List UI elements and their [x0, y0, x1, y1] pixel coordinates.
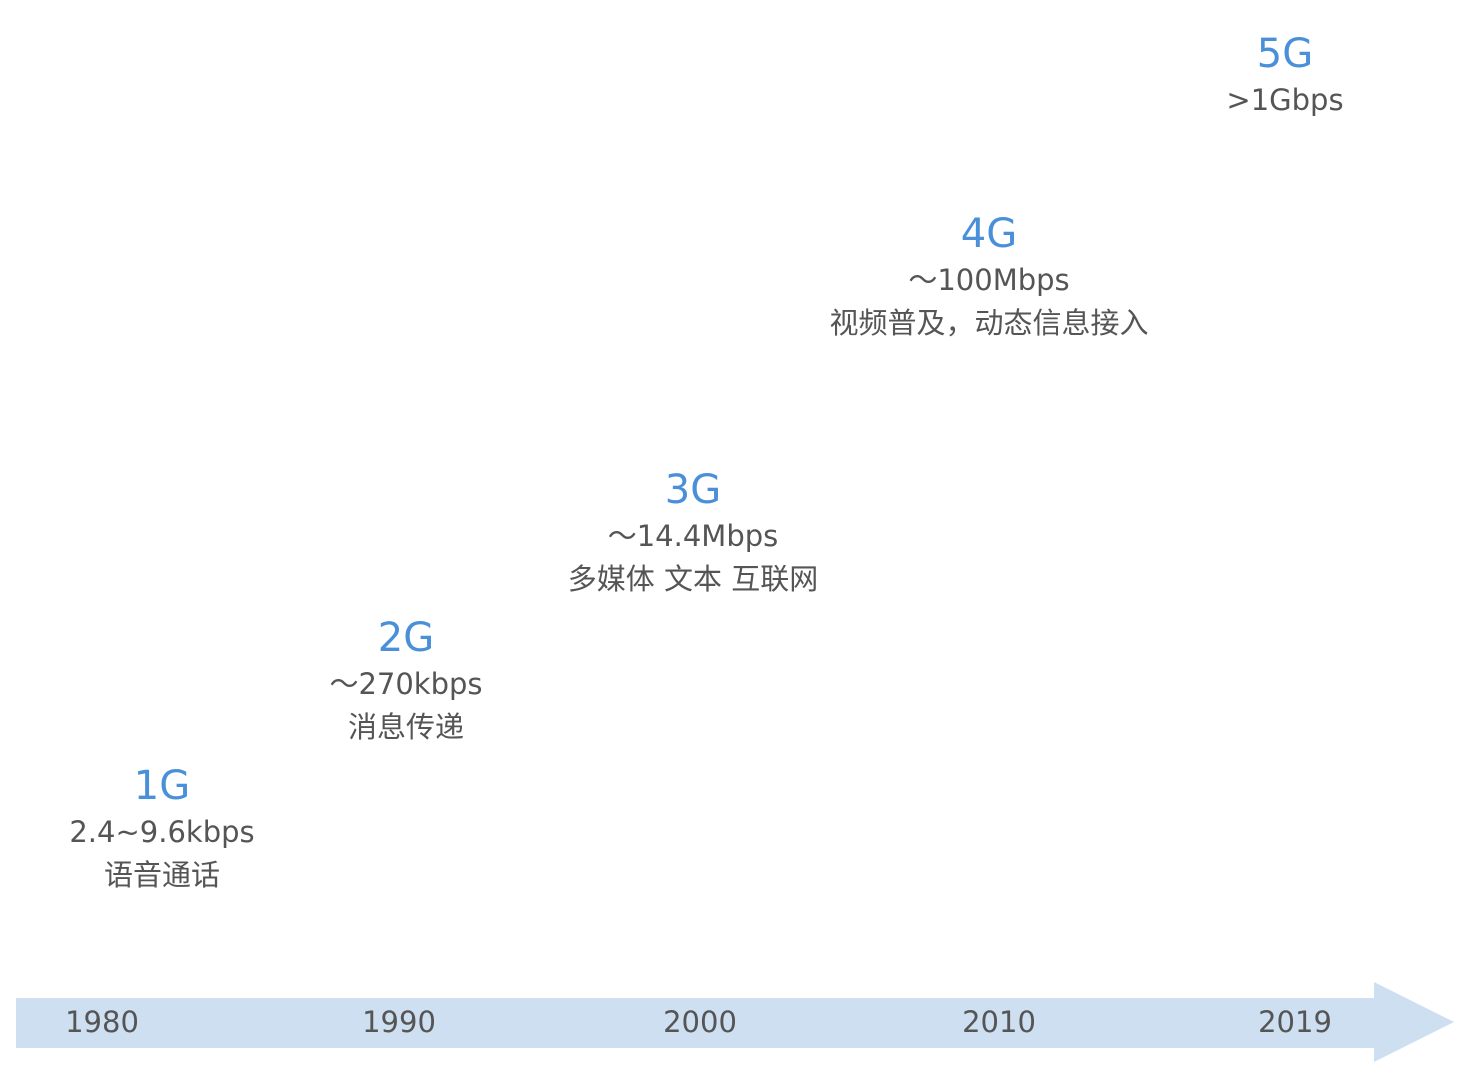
timeline-year-2000: 2000 — [663, 1005, 737, 1039]
timeline-year-1990: 1990 — [362, 1005, 436, 1039]
generation-3g: 3G ～14.4Mbps 多媒体 文本 互联网 — [493, 464, 893, 602]
timeline: 1980 1990 2000 2010 2019 — [16, 982, 1456, 1062]
timeline-year-2019: 2019 — [1258, 1005, 1332, 1039]
generation-use: 多媒体 文本 互联网 — [567, 562, 819, 596]
generation-name: 4G — [960, 211, 1018, 257]
generation-speed: ～270kbps — [329, 667, 483, 701]
generation-name: 1G — [133, 763, 191, 809]
generation-name: 5G — [1256, 31, 1314, 77]
timeline-year-2010: 2010 — [962, 1005, 1036, 1039]
generation-name: 3G — [664, 467, 722, 513]
generation-name: 2G — [377, 615, 435, 661]
generation-use: 语音通话 — [103, 858, 220, 892]
generation-use: 消息传递 — [347, 710, 464, 744]
generation-5g: 5G >1Gbps — [1085, 28, 1470, 120]
generation-2g: 2G ～270kbps 消息传递 — [206, 612, 606, 750]
generation-use: 视频普及，动态信息接入 — [829, 306, 1149, 340]
generation-speed: >1Gbps — [1226, 83, 1344, 117]
generation-speed: ～14.4Mbps — [607, 519, 779, 553]
generation-1g: 1G 2.4~9.6kbps 语音通话 — [0, 760, 362, 898]
generation-4g: 4G ～100Mbps 视频普及，动态信息接入 — [789, 208, 1189, 346]
timeline-arrow-icon — [16, 982, 1454, 1062]
generation-speed: 2.4~9.6kbps — [69, 815, 255, 849]
generation-speed: ～100Mbps — [908, 263, 1070, 297]
timeline-year-1980: 1980 — [65, 1005, 139, 1039]
